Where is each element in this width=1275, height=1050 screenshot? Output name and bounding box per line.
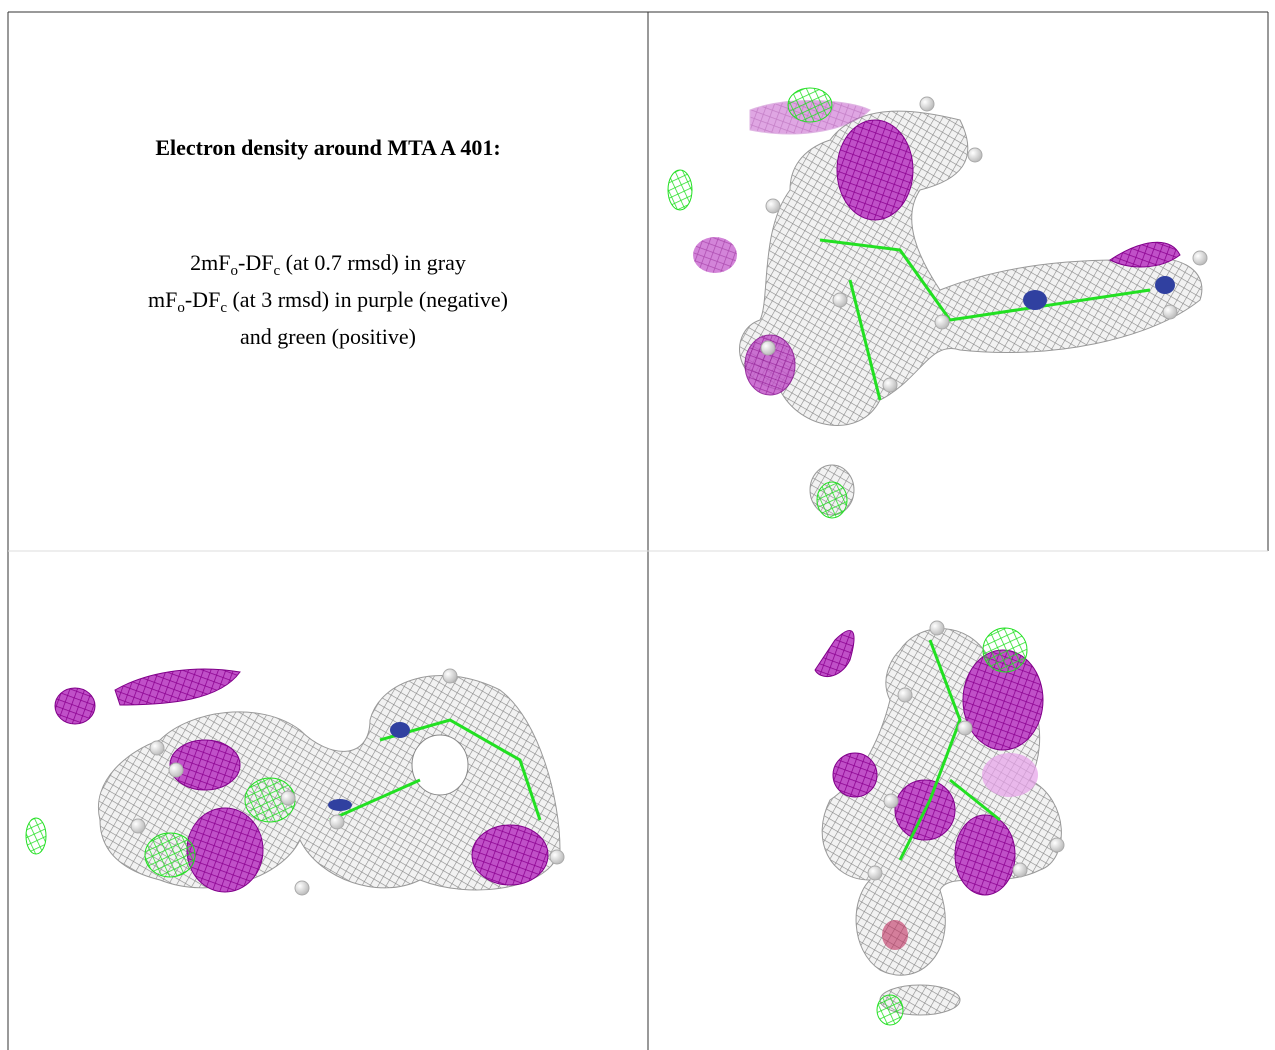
caption-text: and green (positive) xyxy=(240,324,416,349)
caption-text: -DF xyxy=(185,287,220,312)
subscript: c xyxy=(273,263,280,279)
caption-line: mFo-DFc (at 3 rmsd) in purple (negative) xyxy=(148,287,508,316)
caption-text: mF xyxy=(148,287,177,312)
subscript: o xyxy=(177,300,185,316)
caption-text: 2mF xyxy=(190,250,230,275)
caption-text: -DF xyxy=(238,250,273,275)
density-view xyxy=(25,668,565,896)
frame xyxy=(7,11,1269,1050)
caption-line: and green (positive) xyxy=(240,324,416,349)
density-view xyxy=(667,87,1208,519)
caption-line: 2mFo-DFc (at 0.7 rmsd) in gray xyxy=(190,250,466,279)
subscript: o xyxy=(231,263,239,279)
caption-text: (at 3 rmsd) in purple (negative) xyxy=(227,287,508,312)
caption-text: (at 0.7 rmsd) in gray xyxy=(280,250,466,275)
panel-title: Electron density around MTA A 401: xyxy=(155,135,500,160)
density-view xyxy=(814,620,1065,1026)
subscript: c xyxy=(220,300,227,316)
